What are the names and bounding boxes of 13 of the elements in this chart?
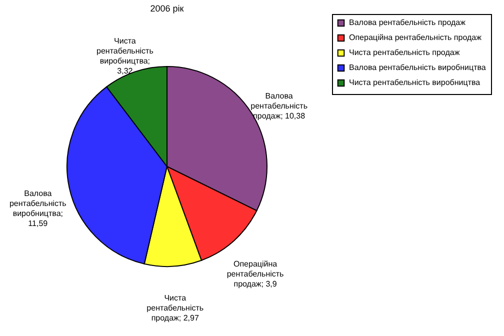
legend-label: Операційна рентабельність продаж xyxy=(349,33,482,42)
text: Операційна рентабельність продаж; 3,9 xyxy=(226,260,284,289)
legend-label: Чиста рентабельність виробництва xyxy=(349,78,481,87)
legend-label: Валова рентабельність продаж xyxy=(349,18,466,27)
text: Валова рентабельність продаж; 10,38 xyxy=(250,92,308,121)
chart-title: 2006 рік xyxy=(150,4,184,14)
legend-label: Чиста рентабельність продаж xyxy=(349,48,460,57)
text: Чиста рентабельність продаж; 2,97 xyxy=(146,293,204,322)
text: Чиста рентабельність виробництва; xyxy=(96,36,154,66)
legend-label: Валова рентабельність виробництва xyxy=(349,63,486,72)
data-label: 3,32 xyxy=(117,66,134,76)
data-label: 11,59 xyxy=(28,219,48,228)
text: Валова рентабельність виробництва; xyxy=(9,189,66,218)
